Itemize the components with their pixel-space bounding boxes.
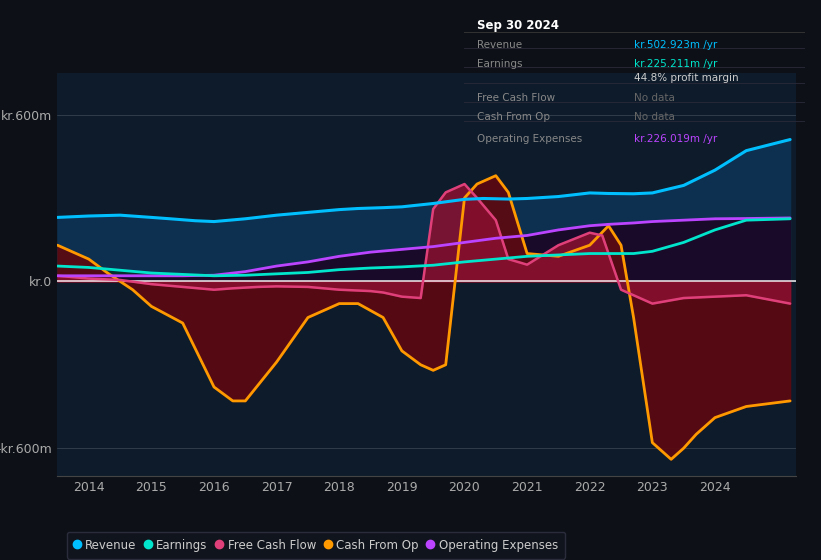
Text: Earnings: Earnings xyxy=(478,59,523,69)
Text: No data: No data xyxy=(635,112,675,122)
Text: Operating Expenses: Operating Expenses xyxy=(478,134,583,144)
Text: Cash From Op: Cash From Op xyxy=(478,112,551,122)
Text: kr.502.923m /yr: kr.502.923m /yr xyxy=(635,40,718,50)
Text: No data: No data xyxy=(635,92,675,102)
Legend: Revenue, Earnings, Free Cash Flow, Cash From Op, Operating Expenses: Revenue, Earnings, Free Cash Flow, Cash … xyxy=(67,531,565,559)
Text: Revenue: Revenue xyxy=(478,40,523,50)
Text: Free Cash Flow: Free Cash Flow xyxy=(478,92,556,102)
Text: Sep 30 2024: Sep 30 2024 xyxy=(478,19,559,32)
Text: 44.8% profit margin: 44.8% profit margin xyxy=(635,73,739,83)
Text: kr.226.019m /yr: kr.226.019m /yr xyxy=(635,134,718,144)
Text: kr.225.211m /yr: kr.225.211m /yr xyxy=(635,59,718,69)
